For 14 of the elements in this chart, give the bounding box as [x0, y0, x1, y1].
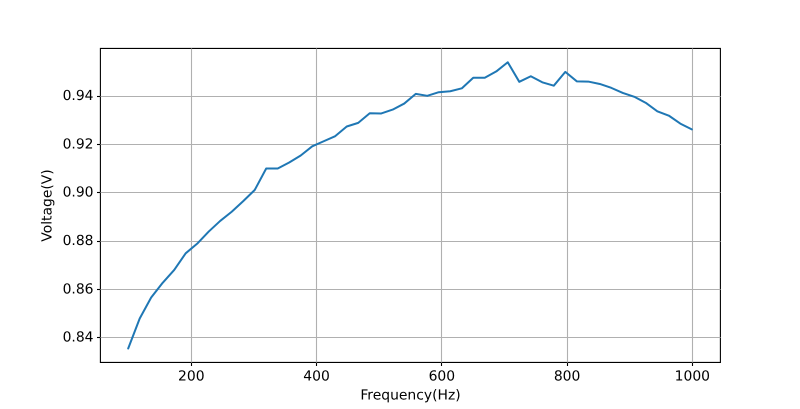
x-tick-label: 400 — [303, 368, 330, 384]
y-axis-title: Voltage(V) — [40, 169, 56, 242]
y-tick-label: 0.94 — [62, 88, 94, 104]
y-tick-label: 0.86 — [62, 281, 94, 298]
x-tick-label: 800 — [554, 368, 580, 384]
y-tick-label: 0.92 — [62, 136, 94, 152]
y-tick-label: 0.88 — [62, 233, 94, 250]
x-tick-label: 600 — [428, 368, 456, 384]
line-series — [127, 61, 693, 350]
x-tick-label: 200 — [178, 368, 205, 384]
x-tick-label: 1000 — [674, 368, 710, 384]
y-tick-label: 0.84 — [62, 330, 94, 346]
x-axis-title: Frequency(Hz) — [360, 387, 461, 404]
y-tick-label: 0.90 — [62, 184, 94, 201]
